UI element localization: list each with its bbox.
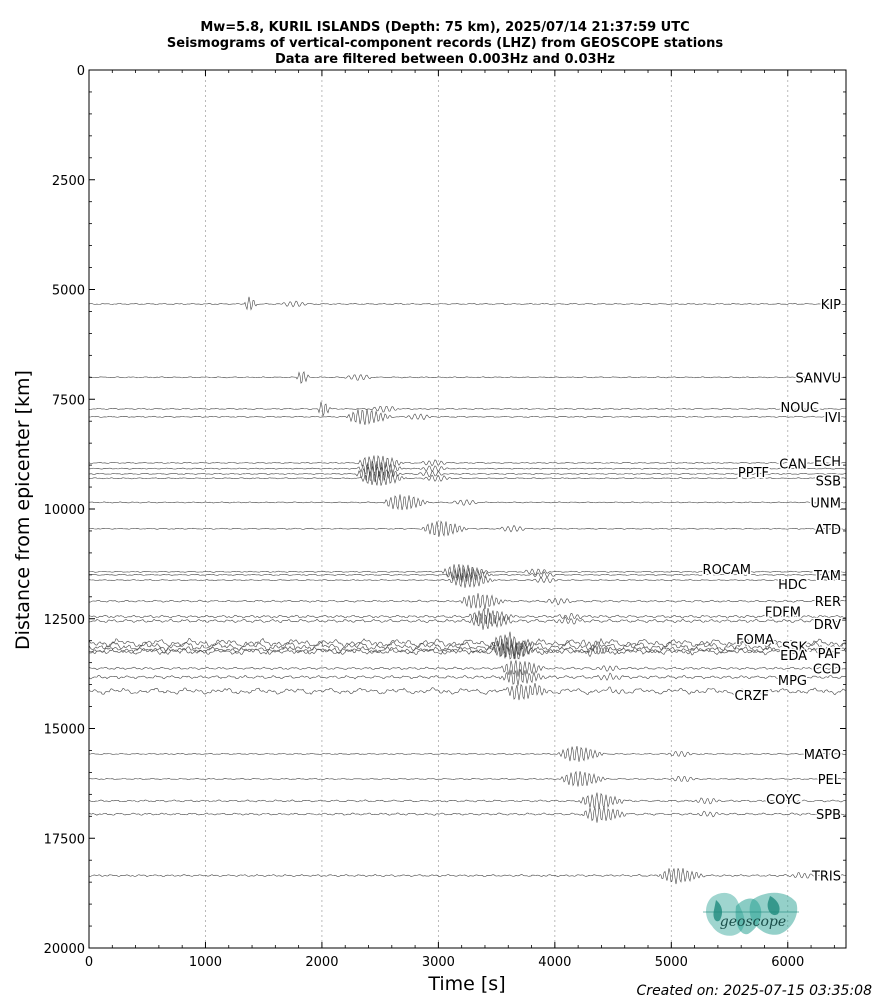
station-label-atd: ATD [815,523,841,538]
x-tick-label: 0 [85,955,93,970]
seismogram-trace-tam [88,567,847,583]
station-label-crzf: CRZF [735,689,770,704]
chart-subtitle: Seismograms of vertical-component record… [167,36,723,51]
station-label-eda: EDA [780,649,807,664]
seismogram-trace-atd [88,520,847,537]
seismogram-trace-mpg [88,669,847,686]
seismogram-trace-rer [88,593,847,610]
seismogram-trace-foma [88,631,847,651]
station-label-pptf: PPTF [738,466,769,481]
station-label-hdc: HDC [778,578,807,593]
station-label-tris: TRIS [811,870,841,885]
seismogram-trace-ivi [88,409,847,425]
station-label-ivi: IVI [824,411,841,426]
y-tick-label: 5000 [52,284,85,299]
seismogram-trace-fdfm [88,607,847,625]
station-label-kip: KIP [821,298,841,313]
station-label-spb: SPB [816,808,841,823]
x-tick-label: 2000 [305,955,338,970]
station-label-rocam: ROCAM [703,563,751,578]
station-label-paf: PAF [818,647,841,662]
seismogram-trace-tris [88,868,847,885]
x-axis-label: Time [s] [427,973,505,995]
seismogram-trace-unm [88,494,847,511]
seismogram-trace-coyc [88,792,847,809]
x-tick-label: 1000 [189,955,222,970]
x-tick-label: 3000 [422,955,455,970]
seismogram-trace-nouc [88,401,847,418]
y-tick-label: 7500 [52,393,85,408]
station-label-pel: PEL [818,773,842,788]
station-label-nouc: NOUC [780,401,819,416]
seismogram-trace-rocam [88,564,847,581]
station-label-can: CAN [779,458,807,473]
seismogram-trace-sanvu [88,371,847,384]
station-labels: KIP SANVU NOUC IVI ECH CAN PPTF SSB UNM ATD ROCAM T… [701,296,843,886]
y-tick-label: 10000 [44,503,85,518]
geoscope-logo: geoscope [703,892,799,936]
y-tick-label: 17500 [44,832,85,847]
station-label-ssk: SSK [782,640,808,655]
seismogram-trace-drv [88,612,847,630]
y-tick-label: 0 [77,64,85,79]
seismogram-trace-kip [88,296,847,311]
chart-filter-note: Data are filtered between 0.003Hz and 0.… [275,52,615,67]
x-tick-label: 4000 [538,955,571,970]
y-tick-label: 15000 [44,723,85,738]
axis-ticks: 0 1000 2000 3000 4000 5000 6000 0 2500 5000 7500 10… [44,64,846,970]
station-label-rer: RER [815,595,841,610]
seismogram-trace-pptf [88,466,847,483]
seismogram-traces [88,296,847,885]
x-tick-label: 6000 [771,955,804,970]
y-tick-label: 2500 [52,174,85,189]
y-tick-label: 12500 [44,613,85,628]
seismogram-trace-pel [88,770,847,787]
station-label-coyc: COYC [766,793,801,808]
station-label-tam: TAM [813,569,841,584]
station-label-mato: MATO [804,748,841,763]
created-on-footer: Created on: 2025-07-15 03:35:08 [637,983,873,999]
station-label-drv: DRV [814,618,841,633]
seismogram-trace-spb [88,806,847,823]
y-tick-label: 20000 [44,942,85,957]
x-tick-label: 5000 [655,955,688,970]
seismogram-trace-paf [88,642,847,660]
logo-text: geoscope [720,914,786,930]
grid-lines [205,70,789,948]
station-label-ech: ECH [814,455,841,470]
station-label-foma: FOMA [736,633,774,648]
seismogram-trace-can [88,460,847,477]
seismogram-trace-ech [88,455,847,471]
seismogram-trace-ssb [88,470,847,486]
plot-frame [88,69,847,949]
seismogram-trace-crzf [88,682,847,701]
station-label-ccd: CCD [813,662,841,677]
chart-title: Mw=5.8, KURIL ISLANDS (Depth: 75 km), 20… [200,20,689,35]
seismogram-trace-mato [88,745,847,762]
seismogram-trace-ssk [88,637,847,657]
station-label-fdfm: FDFM [765,606,801,621]
seismogram-trace-hdc [88,572,847,588]
y-axis-label: Distance from epicenter [km] [12,370,34,650]
seismogram-trace-ccd [88,660,847,677]
station-label-ssb: SSB [816,474,841,489]
station-label-unm: UNM [811,496,841,511]
station-label-sanvu: SANVU [795,371,841,386]
station-label-mpg: MPG [778,674,807,689]
